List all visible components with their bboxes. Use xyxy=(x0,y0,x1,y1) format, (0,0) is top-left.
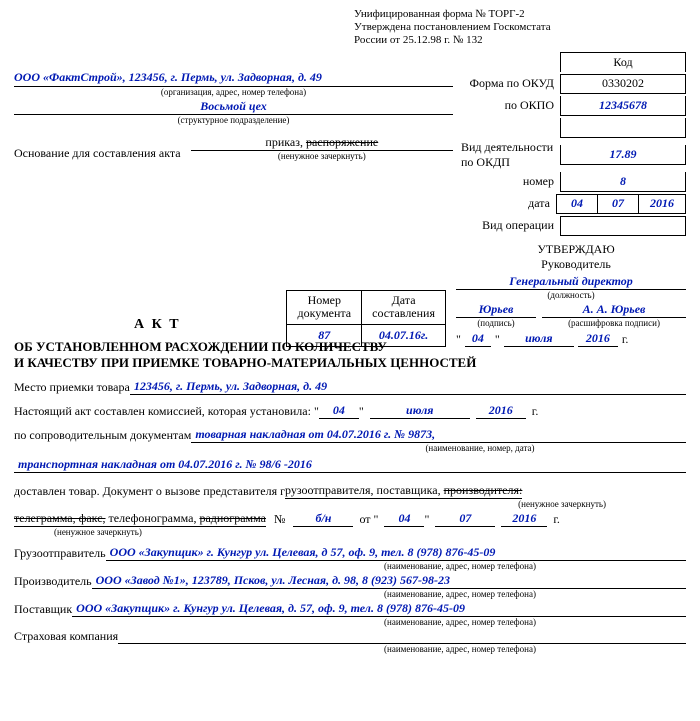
docs2: транспортная накладная от 04.07.2016 г. … xyxy=(14,457,686,473)
date-d: 04 xyxy=(556,194,598,214)
appr-name: А. А. Юрьев xyxy=(542,302,686,318)
org-cap: (организация, адрес, номер телефона) xyxy=(14,88,453,97)
dept: Восьмой цех xyxy=(14,99,453,115)
ins-lbl: Страховая компания xyxy=(14,629,118,644)
ins xyxy=(118,629,686,644)
docs1: товарная накладная от 04.07.2016 г. № 98… xyxy=(191,427,686,443)
org-name: ООО «ФактСтрой», 123456, г. Пермь, ул. З… xyxy=(14,70,453,87)
okdp-label: Вид деятельности по ОКДП xyxy=(461,140,554,170)
nomer-label: номер xyxy=(523,174,554,189)
date-cells: 04 07 2016 xyxy=(556,194,686,214)
basis-label: Основание для составления акта xyxy=(14,146,181,161)
place: 123456, г. Пермь, ул. Задворная, д. 49 xyxy=(130,379,686,395)
deliv-under: рузоотправителя, поставщика, производите… xyxy=(285,483,522,499)
shipper: ООО «Закупщик» г. Кунгур ул. Целевая, д … xyxy=(106,545,686,561)
dept-cap: (структурное подразделение) xyxy=(14,116,453,125)
kod-label: Код xyxy=(560,52,686,72)
okpo: 12345678 xyxy=(560,96,686,116)
form-note: Унифицированная форма № ТОРГ-2 Утвержден… xyxy=(354,8,686,48)
maker: ООО «Завод №1», 123789, Псков, ул. Лесна… xyxy=(92,573,686,589)
okdp: 17.89 xyxy=(560,145,686,165)
docs-lbl: по сопроводительным документам xyxy=(14,428,191,443)
okud-label: Форма по ОКУД xyxy=(470,76,554,91)
appr-sig: Юрьев xyxy=(456,302,536,318)
deliv-line2: телеграмма, факс, телефонограмма, радиог… xyxy=(14,511,266,527)
op-label: Вид операции xyxy=(482,218,554,233)
maker-lbl: Производитель xyxy=(14,574,92,589)
note-l2: Утверждена постановлением Госкомстата xyxy=(354,21,686,34)
nomer: 8 xyxy=(560,172,686,192)
shipper-lbl: Грузоотправитель xyxy=(14,546,106,561)
note-l3: России от 25.12.98 г. № 132 xyxy=(354,34,686,47)
okpo-label: по ОКПО xyxy=(505,98,554,113)
akt-label: А К Т xyxy=(134,317,686,333)
supplier: ООО «Закупщик» г. Кунгур ул. Целевая, д.… xyxy=(72,601,686,617)
op-cell xyxy=(560,216,686,236)
appr-position: Генеральный директор xyxy=(456,274,686,290)
note-l1: Унифицированная форма № ТОРГ-2 xyxy=(354,8,686,21)
blank-cell xyxy=(560,118,686,138)
basis-value: приказ, распоряжение xyxy=(191,135,453,151)
supplier-lbl: Поставщик xyxy=(14,602,72,617)
date-y: 2016 xyxy=(638,194,686,214)
basis-cap: (ненужное зачеркнуть) xyxy=(191,152,453,161)
place-lbl: Место приемки товара xyxy=(14,380,130,395)
utv: УТВЕРЖДАЮ xyxy=(466,242,686,257)
okud: 0330202 xyxy=(560,74,686,94)
title-l2: И КАЧЕСТВУ ПРИ ПРИЕМКЕ ТОВАРНО-МАТЕРИАЛЬ… xyxy=(14,355,686,371)
ruk: Руководитель xyxy=(466,257,686,272)
date-m: 07 xyxy=(597,194,639,214)
date-label: дата xyxy=(528,196,550,211)
comm-pre: Настоящий акт составлен комиссией, котор… xyxy=(14,404,319,419)
